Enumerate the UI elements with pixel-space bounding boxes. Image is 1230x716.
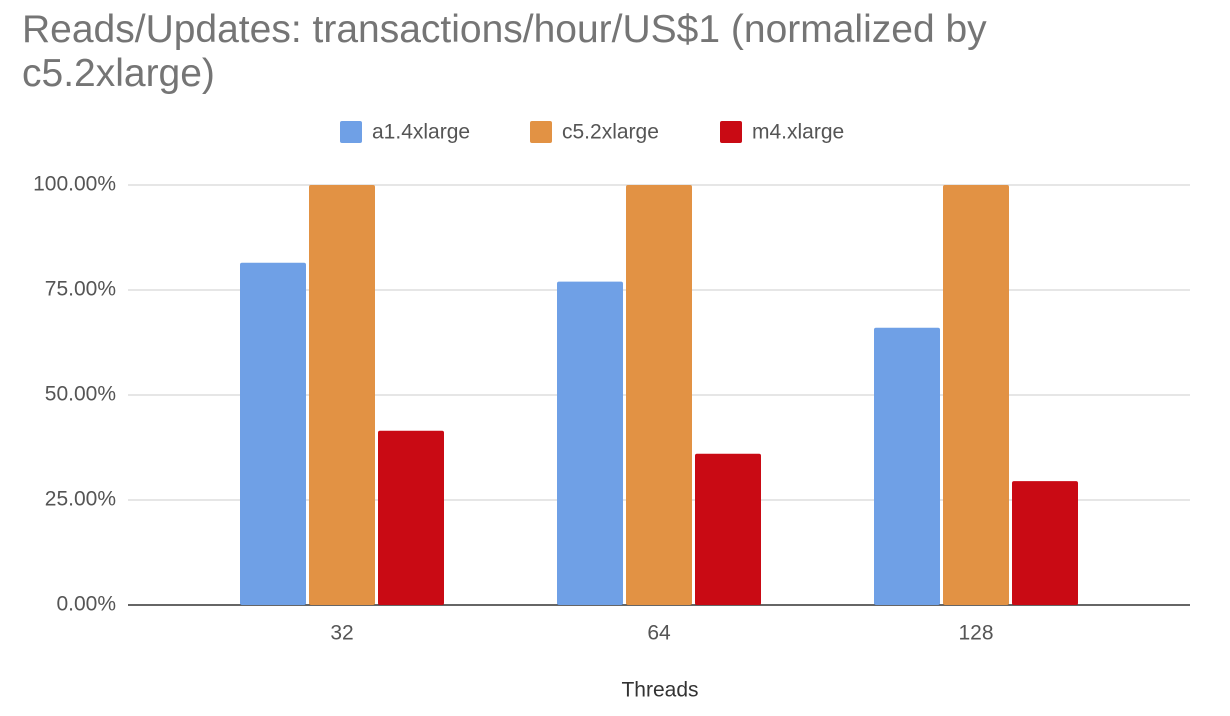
bar <box>943 185 1009 605</box>
x-tick-label: 64 <box>647 622 671 645</box>
bar <box>695 453 761 605</box>
bar <box>1012 481 1078 605</box>
chart-title: Reads/Updates: transactions/hour/US$1 (n… <box>22 8 987 95</box>
bar <box>240 262 306 605</box>
bar <box>874 327 940 605</box>
legend-label: c5.2xlarge <box>562 121 659 144</box>
y-tick-label: 75.00% <box>45 278 116 301</box>
legend-swatch <box>340 121 362 143</box>
bar <box>557 281 623 605</box>
bar <box>626 185 692 605</box>
bar <box>309 185 375 605</box>
y-tick-label: 25.00% <box>45 488 116 511</box>
legend-label: a1.4xlarge <box>372 121 470 144</box>
y-tick-label: 0.00% <box>56 593 116 616</box>
bar <box>378 430 444 605</box>
x-axis-title: Threads <box>621 679 698 702</box>
legend-label: m4.xlarge <box>752 121 844 144</box>
x-tick-label: 32 <box>330 622 353 645</box>
y-tick-label: 50.00% <box>45 383 116 406</box>
legend-swatch <box>530 121 552 143</box>
y-tick-label: 100.00% <box>33 173 116 196</box>
legend-swatch <box>720 121 742 143</box>
x-tick-label: 128 <box>958 622 993 645</box>
